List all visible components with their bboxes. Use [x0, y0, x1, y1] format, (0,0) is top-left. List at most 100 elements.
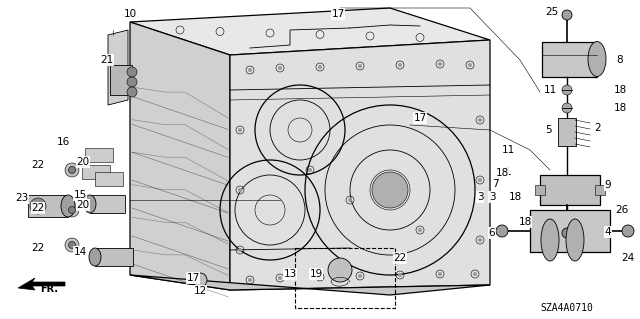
- Text: 8: 8: [617, 55, 623, 65]
- FancyBboxPatch shape: [95, 172, 123, 186]
- Circle shape: [478, 178, 482, 182]
- Ellipse shape: [61, 195, 75, 217]
- Text: 17: 17: [186, 273, 200, 283]
- Circle shape: [318, 275, 322, 279]
- Circle shape: [238, 188, 242, 192]
- Circle shape: [478, 118, 482, 122]
- FancyBboxPatch shape: [28, 195, 68, 217]
- Text: 23: 23: [15, 193, 29, 203]
- Text: 26: 26: [616, 205, 628, 215]
- Circle shape: [473, 272, 477, 276]
- Text: 9: 9: [605, 180, 611, 190]
- Circle shape: [418, 228, 422, 232]
- Text: 22: 22: [394, 253, 406, 263]
- Circle shape: [496, 225, 508, 237]
- Circle shape: [193, 273, 207, 287]
- FancyBboxPatch shape: [95, 248, 133, 266]
- Circle shape: [358, 274, 362, 278]
- FancyBboxPatch shape: [542, 42, 597, 77]
- Circle shape: [398, 273, 402, 277]
- Text: 3: 3: [477, 192, 483, 202]
- Circle shape: [318, 65, 322, 69]
- Text: 17: 17: [413, 113, 427, 123]
- Circle shape: [127, 77, 137, 87]
- Text: 22: 22: [31, 243, 45, 253]
- Polygon shape: [108, 30, 128, 105]
- Text: 12: 12: [193, 286, 207, 296]
- Text: 15: 15: [74, 190, 86, 200]
- Text: 25: 25: [545, 7, 559, 17]
- Circle shape: [248, 278, 252, 282]
- Text: 21: 21: [100, 55, 114, 65]
- Text: 17: 17: [332, 9, 344, 19]
- Circle shape: [30, 198, 46, 214]
- Text: 18: 18: [613, 103, 627, 113]
- Text: 2: 2: [595, 123, 602, 133]
- FancyBboxPatch shape: [595, 185, 605, 195]
- Circle shape: [622, 225, 634, 237]
- Text: 19: 19: [309, 269, 323, 279]
- Text: SZA4A0710: SZA4A0710: [540, 303, 593, 313]
- FancyBboxPatch shape: [85, 148, 113, 162]
- Text: 7: 7: [492, 179, 499, 189]
- Circle shape: [127, 67, 137, 77]
- Circle shape: [562, 10, 572, 20]
- Polygon shape: [130, 8, 490, 55]
- Circle shape: [438, 62, 442, 66]
- Polygon shape: [130, 22, 230, 290]
- Circle shape: [358, 64, 362, 68]
- Text: 1: 1: [505, 167, 511, 177]
- Text: 18: 18: [495, 168, 509, 178]
- Circle shape: [68, 167, 76, 174]
- Text: 22: 22: [31, 160, 45, 170]
- Circle shape: [478, 238, 482, 242]
- FancyBboxPatch shape: [110, 65, 132, 95]
- Circle shape: [278, 66, 282, 70]
- Ellipse shape: [84, 195, 96, 213]
- Circle shape: [68, 206, 76, 213]
- Text: 10: 10: [124, 9, 136, 19]
- Ellipse shape: [89, 248, 101, 266]
- Circle shape: [127, 87, 137, 97]
- Polygon shape: [18, 278, 65, 290]
- Circle shape: [65, 238, 79, 252]
- Ellipse shape: [588, 41, 606, 77]
- Ellipse shape: [541, 219, 559, 261]
- Circle shape: [65, 203, 79, 217]
- FancyBboxPatch shape: [558, 118, 576, 146]
- Text: 3: 3: [489, 192, 495, 202]
- Text: 24: 24: [621, 253, 635, 263]
- FancyBboxPatch shape: [530, 210, 610, 252]
- Circle shape: [562, 103, 572, 113]
- Text: 16: 16: [56, 137, 70, 147]
- Text: 6: 6: [489, 228, 495, 238]
- Text: 20: 20: [76, 200, 90, 210]
- Circle shape: [238, 248, 242, 252]
- Text: 22: 22: [31, 203, 45, 213]
- Text: 18: 18: [518, 217, 532, 227]
- FancyBboxPatch shape: [82, 165, 110, 179]
- Circle shape: [372, 172, 408, 208]
- Circle shape: [68, 241, 76, 249]
- Circle shape: [248, 68, 252, 72]
- Circle shape: [308, 168, 312, 172]
- Circle shape: [348, 198, 352, 202]
- Polygon shape: [230, 40, 490, 290]
- Circle shape: [65, 163, 79, 177]
- Text: FR.: FR.: [40, 284, 58, 294]
- FancyBboxPatch shape: [540, 175, 600, 205]
- Text: 13: 13: [284, 269, 296, 279]
- Circle shape: [562, 228, 572, 238]
- Circle shape: [468, 63, 472, 67]
- Circle shape: [562, 85, 572, 95]
- Text: 4: 4: [605, 227, 611, 237]
- Text: 20: 20: [76, 157, 90, 167]
- Text: 11: 11: [543, 85, 557, 95]
- Text: 11: 11: [501, 145, 515, 155]
- Ellipse shape: [566, 219, 584, 261]
- Text: 14: 14: [74, 247, 86, 257]
- Circle shape: [398, 63, 402, 67]
- Circle shape: [238, 128, 242, 132]
- Circle shape: [278, 276, 282, 280]
- Circle shape: [328, 258, 352, 282]
